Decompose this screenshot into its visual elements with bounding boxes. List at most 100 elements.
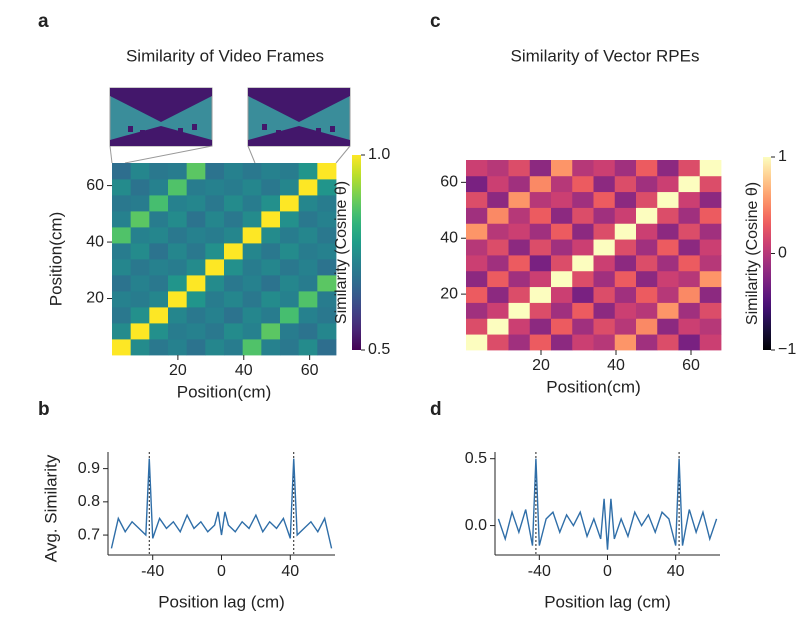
heatmap-cell — [112, 227, 132, 244]
y-tick-label: 40 — [86, 233, 104, 250]
heatmap-cell — [224, 307, 244, 324]
heatmap-cell — [699, 191, 722, 208]
heatmap-cell — [168, 243, 188, 260]
heatmap-cell — [466, 191, 488, 208]
heatmap-cell — [572, 255, 594, 272]
heatmap-cell — [298, 291, 318, 308]
heatmap-cell — [186, 243, 206, 260]
heatmap-cell — [614, 286, 637, 303]
heatmap-cell — [572, 286, 594, 303]
heatmap-cell — [186, 275, 206, 292]
heatmap-cell — [551, 318, 573, 335]
heatmap-cell — [317, 195, 337, 212]
heatmap-cell — [593, 318, 616, 335]
heatmap-cell — [298, 275, 318, 292]
heatmap-cell — [614, 175, 637, 193]
heatmap-cell — [508, 191, 531, 208]
heatmap-cell — [149, 163, 169, 180]
heatmap-cell — [112, 291, 132, 308]
heatmap-cell — [657, 255, 679, 272]
heatmap-cell — [298, 195, 318, 212]
heatmap-cell — [317, 339, 337, 356]
thumbnail — [247, 87, 351, 147]
heatmap-cell — [261, 227, 281, 244]
heatmap-cell — [551, 191, 573, 208]
heatmap-cell — [572, 270, 594, 288]
heatmap-cell — [168, 195, 188, 212]
heatmap-cell — [551, 160, 573, 177]
heatmap-cell — [112, 307, 132, 324]
heatmap-cell — [186, 291, 206, 308]
heatmap-cell — [130, 291, 150, 308]
heatmap-cell — [186, 195, 206, 212]
heatmap-cell — [261, 323, 281, 340]
heatmap-cell — [636, 239, 658, 256]
heatmap-cell — [112, 243, 132, 260]
heatmap-cell — [317, 211, 337, 228]
heatmap-cell — [699, 334, 722, 351]
heatmap-cell — [317, 291, 337, 308]
y-tick-label: 0.7 — [78, 526, 100, 543]
heatmap-cell — [614, 270, 637, 288]
heatmap-cell — [242, 307, 262, 324]
heatmap-cell — [678, 270, 701, 288]
x-tick-label: 0 — [217, 563, 226, 580]
colorbar-tick-label: −1 — [778, 341, 796, 358]
heatmap-cell — [572, 207, 594, 224]
heatmap-cell — [529, 286, 552, 303]
heatmap-cell — [317, 243, 337, 260]
heatmap-cell — [168, 307, 188, 324]
heatmap-cell — [317, 275, 337, 292]
heatmap-cell — [487, 286, 509, 303]
heatmap-cell — [466, 318, 488, 335]
heatmap-cell — [280, 179, 300, 196]
heatmap-cell — [508, 270, 531, 288]
heatmap-cell — [636, 255, 658, 272]
y-tick-label: 0.0 — [465, 517, 487, 534]
heatmap-cell — [224, 275, 244, 292]
heatmap-cell — [551, 207, 573, 224]
heatmap-cell — [657, 191, 679, 208]
heatmap-cell — [149, 307, 169, 324]
heatmap-cell — [130, 211, 150, 228]
panel-label: a — [38, 11, 49, 32]
heatmap-cell — [168, 259, 188, 276]
heatmap-cell — [317, 259, 337, 276]
colorbar-tick-label: 0.5 — [368, 341, 390, 358]
heatmap-cell — [614, 207, 637, 224]
colorbar — [763, 157, 771, 350]
heatmap-cell — [280, 323, 300, 340]
y-tick-label: 0.8 — [78, 493, 100, 510]
heatmap-cell — [224, 211, 244, 228]
heatmap-cell — [130, 323, 150, 340]
heatmap-cell — [317, 307, 337, 324]
heatmap-cell — [551, 239, 573, 256]
heatmap-cell — [261, 339, 281, 356]
heatmap-cell — [678, 160, 701, 177]
heatmap-cell — [487, 191, 509, 208]
x-axis-label: Position lag (cm) — [544, 592, 671, 611]
heatmap-cell — [261, 243, 281, 260]
heatmap-cell — [614, 160, 637, 177]
heatmap-cell — [593, 302, 616, 319]
heatmap-cell — [205, 323, 225, 340]
y-tick-label: 60 — [86, 177, 104, 194]
heatmap-cell — [572, 302, 594, 319]
heatmap-cell — [242, 339, 262, 356]
heatmap-cell — [529, 302, 552, 319]
heatmap-cell — [593, 160, 616, 177]
heatmap-cell — [508, 207, 531, 224]
y-tick-label: 40 — [440, 229, 458, 246]
heatmap-cell — [572, 223, 594, 240]
heatmap-cell — [261, 163, 281, 180]
x-tick-label: -40 — [141, 563, 164, 580]
heatmap-cell — [242, 275, 262, 292]
heatmap-cell — [168, 179, 188, 196]
heatmap-cell — [149, 339, 169, 356]
heatmap-cell — [168, 339, 188, 356]
heatmap-cell — [130, 243, 150, 260]
heatmap-cell — [678, 286, 701, 303]
heatmap-cell — [636, 302, 658, 319]
heatmap-cell — [657, 223, 679, 240]
heatmap-cell — [298, 227, 318, 244]
